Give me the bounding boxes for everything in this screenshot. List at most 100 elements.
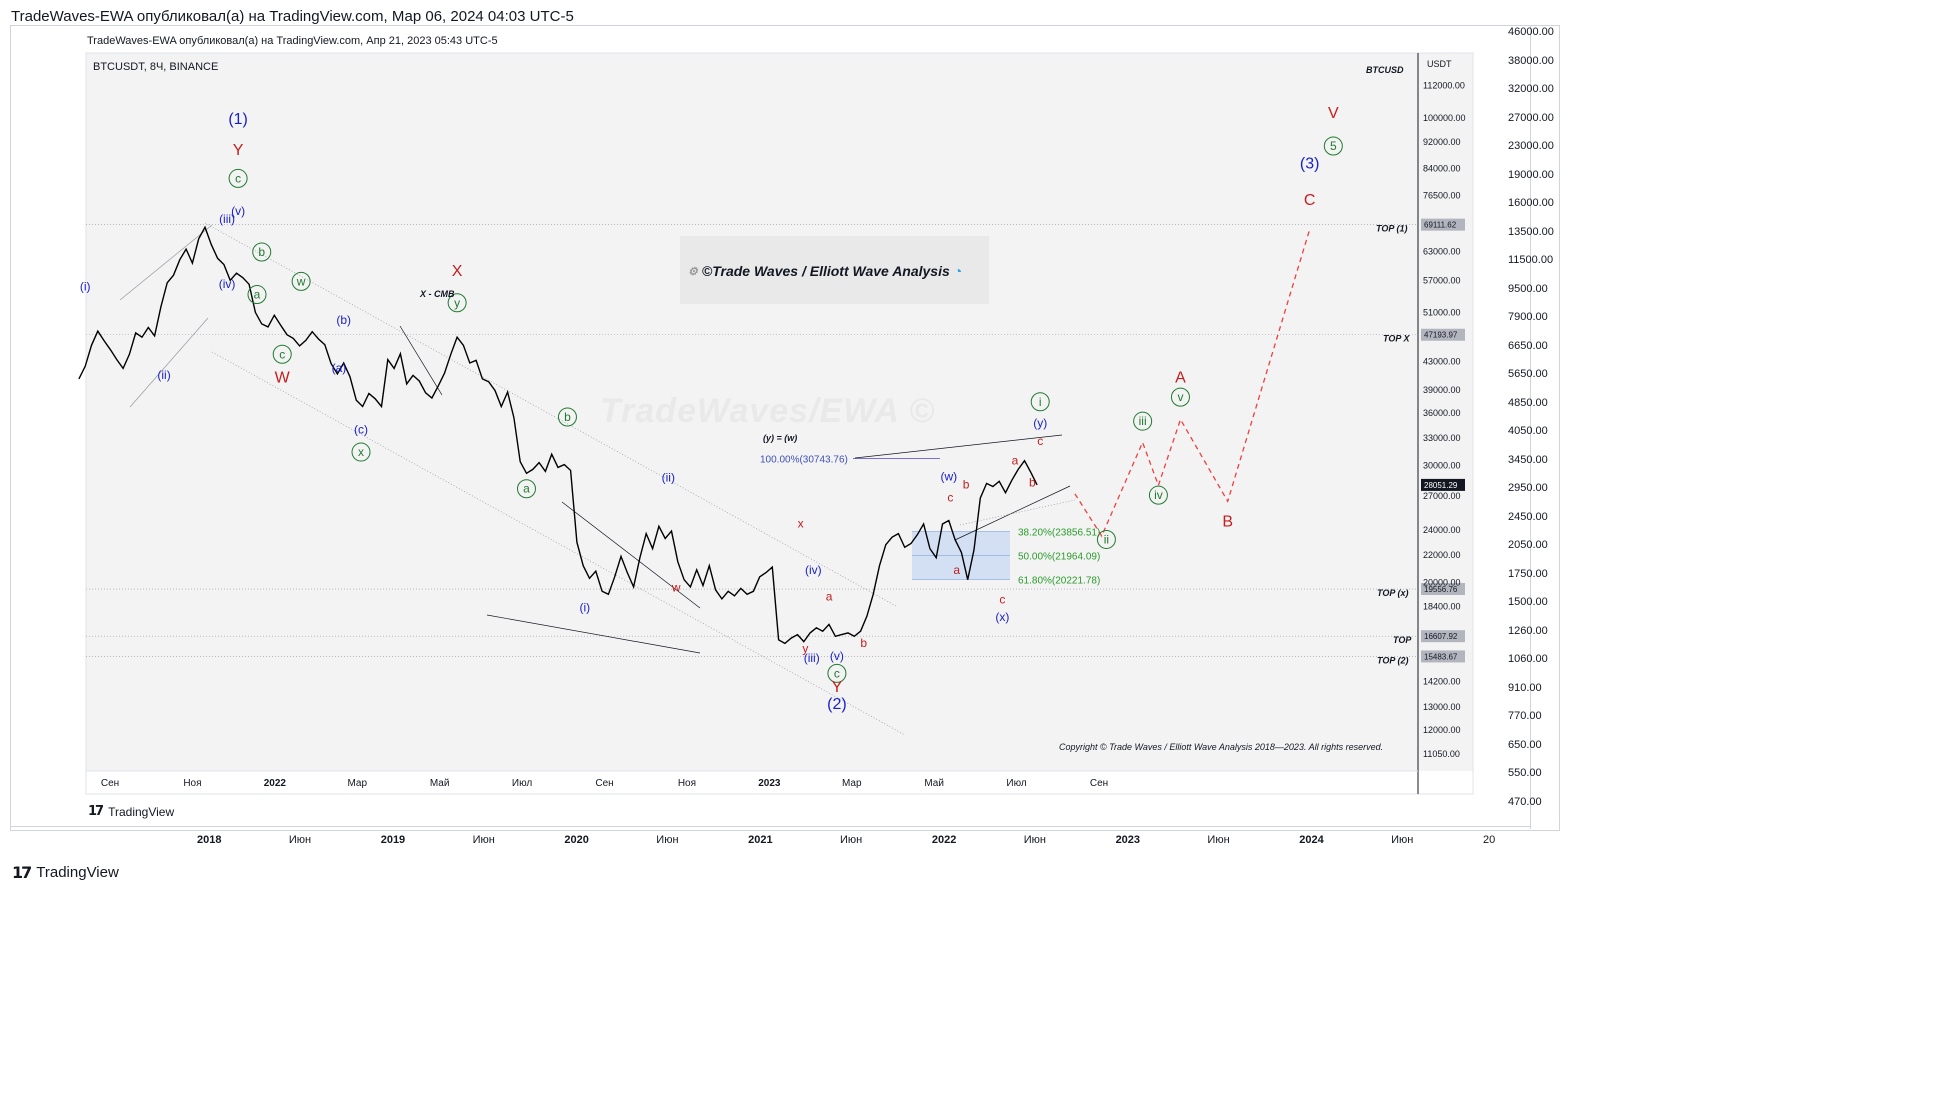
trendline bbox=[129, 317, 209, 408]
outer-tradingview-brand[interactable]: 17 TradingView bbox=[12, 863, 119, 882]
wave-label: c bbox=[947, 490, 953, 504]
symbol-tag: BTCUSD bbox=[1366, 65, 1404, 75]
inner-y-tick: 30000.00 bbox=[1423, 461, 1461, 471]
wave-label-circle bbox=[447, 293, 467, 313]
outer-price-tick: 3450.00 bbox=[1508, 453, 1548, 466]
inner-y-tick: 92000.00 bbox=[1423, 137, 1461, 147]
outer-chart-frame bbox=[10, 25, 1560, 831]
wave-label-circle bbox=[1096, 529, 1116, 549]
inner-tradingview-brand[interactable]: 17 TradingView bbox=[88, 804, 174, 819]
outer-price-tick: 4050.00 bbox=[1508, 425, 1548, 438]
wave-label: X bbox=[452, 263, 463, 280]
outer-header: TradeWaves-EWA опубликовал(а) на Trading… bbox=[11, 8, 574, 25]
level-price-value: 69111.62 bbox=[1424, 221, 1457, 230]
inner-chart-border bbox=[85, 52, 1474, 795]
wave-label: 5 bbox=[1330, 139, 1337, 153]
wave-label-circle bbox=[247, 285, 267, 305]
outer-price-tick: 11500.00 bbox=[1508, 254, 1554, 267]
outer-price-tick: 27000.00 bbox=[1508, 111, 1554, 124]
wave-label: a bbox=[1012, 454, 1019, 468]
fib-level-label: 50.00%(21964.09) bbox=[1018, 552, 1100, 563]
inner-chart-background bbox=[86, 53, 1473, 771]
wave-label-circle bbox=[557, 407, 577, 427]
level-price-value: 15483.67 bbox=[1424, 652, 1458, 661]
inner-x-tick: Ноя bbox=[183, 778, 201, 789]
wave-label: (i) bbox=[80, 280, 91, 294]
inner-y-tick: 76500.00 bbox=[1423, 190, 1461, 200]
outer-time-tick: Июн bbox=[472, 834, 495, 846]
outer-price-tick: 9500.00 bbox=[1508, 282, 1548, 295]
wave-label: C bbox=[1304, 192, 1316, 209]
inner-x-tick: Ноя bbox=[678, 778, 696, 789]
watermark-title: ©Trade Waves / Elliott Wave Analysis bbox=[701, 263, 950, 279]
wave-label: a bbox=[254, 288, 261, 302]
fib-level-label: 38.20%(23856.51) bbox=[1018, 528, 1100, 539]
level-price-badge bbox=[1421, 650, 1465, 663]
wave-label: iv bbox=[1154, 488, 1163, 502]
wave-label: iii bbox=[1139, 414, 1147, 428]
projection-path[interactable] bbox=[1074, 229, 1311, 538]
wave-label-circle bbox=[1030, 392, 1050, 412]
outer-price-tick: 1500.00 bbox=[1508, 596, 1548, 609]
wave-label: (iv) bbox=[805, 563, 822, 577]
outer-time-tick: Июн bbox=[288, 834, 312, 846]
gear-icon: ⚙ bbox=[688, 265, 698, 278]
outer-time-tick: Июн bbox=[1391, 834, 1414, 846]
inner-y-tick: 20000.00 bbox=[1423, 578, 1461, 588]
symbol-info[interactable]: BTCUSDT, 8Ч, BINANCE bbox=[93, 61, 219, 73]
trendline bbox=[486, 614, 701, 654]
wave-label-circle bbox=[291, 271, 311, 291]
wave-label: (y) bbox=[1033, 416, 1047, 430]
level-price-badge bbox=[1421, 583, 1465, 596]
wave-label-circle bbox=[1323, 136, 1343, 156]
wave-icon: ◔ bbox=[953, 263, 963, 279]
wave-label: B bbox=[1222, 513, 1233, 530]
price-line[interactable] bbox=[78, 225, 1038, 645]
wave-label: c bbox=[235, 171, 241, 185]
tradingview-logo-icon: 17 bbox=[88, 804, 104, 819]
wave-label: c bbox=[1037, 434, 1043, 448]
last-price-badge[interactable] bbox=[1421, 478, 1465, 491]
inner-y-tick: 100000.00 bbox=[1423, 113, 1466, 123]
outer-price-tick: 910.00 bbox=[1508, 681, 1542, 694]
wave-label: x bbox=[358, 445, 364, 459]
outer-price-tick: 5650.00 bbox=[1508, 368, 1548, 381]
level-name: TOP bbox=[1393, 635, 1412, 645]
copyright-text: Copyright © Trade Waves / Elliott Wave A… bbox=[1059, 742, 1384, 752]
inner-x-tick: Июл bbox=[1006, 778, 1026, 789]
outer-price-tick: 550.00 bbox=[1508, 767, 1542, 780]
outer-price-tick: 470.00 bbox=[1508, 796, 1542, 808]
inner-y-tick: 11050.00 bbox=[1423, 749, 1460, 759]
wave-label: y bbox=[802, 641, 808, 655]
level-price-badge bbox=[1421, 328, 1465, 341]
last-price-value: 28051.29 bbox=[1424, 481, 1458, 490]
outer-time-tick: 2022 bbox=[931, 834, 957, 846]
inner-x-tick: Июл bbox=[512, 778, 532, 789]
wave-label: b bbox=[258, 245, 265, 259]
outer-time-tick: 2021 bbox=[748, 834, 773, 846]
outer-price-tick: 7900.00 bbox=[1508, 311, 1548, 324]
currency-label[interactable]: USDT bbox=[1427, 59, 1452, 69]
wave-label: b bbox=[564, 410, 571, 424]
fib-level-label: 100.00%(30743.76) bbox=[760, 454, 848, 465]
watermark-title-row: ⚙ ©Trade Waves / Elliott Wave Analysis ◔ bbox=[688, 263, 962, 279]
inner-y-tick: 51000.00 bbox=[1423, 307, 1461, 317]
wave-label-circle bbox=[1148, 485, 1168, 505]
wave-label: v bbox=[1177, 390, 1183, 404]
inner-y-tick: 27000.00 bbox=[1423, 491, 1461, 501]
outer-price-tick: 23000.00 bbox=[1508, 140, 1554, 153]
outer-price-tick: 6650.00 bbox=[1508, 339, 1548, 352]
outer-price-tick: 46000.00 bbox=[1508, 26, 1554, 38]
inner-y-tick: 33000.00 bbox=[1423, 433, 1461, 443]
outer-price-tick: 16000.00 bbox=[1508, 197, 1554, 210]
level-price-value: 47193.97 bbox=[1424, 331, 1458, 340]
outer-time-tick: 20 bbox=[1483, 834, 1496, 846]
inner-x-tick: 2022 bbox=[264, 778, 287, 789]
x-cmb-note: X - CMB bbox=[420, 289, 455, 299]
inner-y-tick: 22000.00 bbox=[1423, 550, 1461, 560]
level-name: TOP X bbox=[1383, 334, 1411, 344]
wave-label: y bbox=[454, 296, 460, 310]
outer-time-tick: 2018 bbox=[197, 834, 222, 846]
inner-y-tick: 36000.00 bbox=[1423, 408, 1461, 418]
